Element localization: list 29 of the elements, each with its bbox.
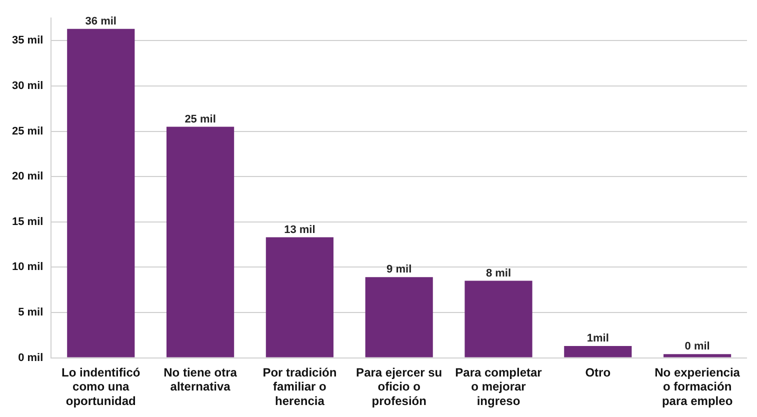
y-tick-label: 35 mil [12, 34, 44, 47]
y-tick-label: 20 mil [12, 170, 44, 183]
bar [266, 237, 334, 358]
y-tick-label: 25 mil [12, 125, 44, 138]
y-tick-label: 10 mil [12, 261, 44, 274]
bar [166, 126, 234, 358]
x-tick-label: Para completar o mejorar ingreso [455, 365, 542, 408]
data-label: 13 mil [284, 224, 316, 236]
data-label: 9 mil [386, 264, 412, 276]
bar [67, 28, 135, 358]
data-label: 8 mil [486, 267, 512, 280]
data-label: 0 mil [684, 340, 710, 353]
bar [664, 354, 732, 358]
bar [464, 280, 532, 358]
x-tick-label: No tiene otra alternativa [164, 365, 238, 394]
x-tick-label: Por tradición familiar o herencia [262, 365, 337, 408]
x-tick-label: No experiencia o formación para empleo [654, 365, 740, 408]
bar [564, 346, 632, 358]
bar [365, 277, 433, 358]
y-tick-label: 0 mil [18, 352, 44, 364]
data-label: 25 mil [184, 113, 216, 126]
y-tick-label: 5 mil [18, 306, 44, 319]
x-tick-label: Otro [585, 365, 611, 380]
data-label: 36 mil [85, 15, 116, 28]
y-tick-label: 30 mil [12, 80, 44, 92]
x-tick-label: Para ejercer su oficio o profesión [356, 365, 442, 408]
data-label: 1mil [586, 332, 609, 345]
y-tick-label: 15 mil [12, 216, 44, 228]
x-tick-label: Lo indentificó como una oportunidad [62, 365, 140, 408]
